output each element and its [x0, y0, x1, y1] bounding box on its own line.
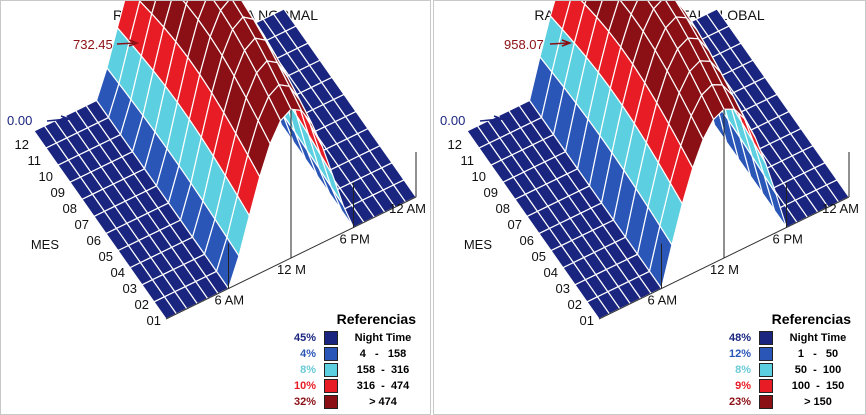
legend-swatch	[324, 331, 338, 345]
legend-item: 32% > 474	[282, 394, 420, 410]
legend-swatch	[324, 395, 338, 409]
legend: Referencias 48% Night Time 12% 1 - 50 8% 50 - …	[717, 311, 855, 410]
month-tick-label: 11	[461, 153, 475, 168]
legend-range: 100 - 150	[791, 380, 845, 392]
legend-item: 10% 316 - 474	[282, 378, 420, 394]
legend-item: 48% Night Time	[717, 330, 855, 346]
legend-percent: 48%	[728, 332, 751, 344]
max-arrow-icon	[116, 39, 140, 47]
legend: Referencias 45% Night Time 4% 4 - 158 8% 158 -…	[282, 311, 420, 410]
month-tick-label: 10	[472, 169, 486, 184]
y-axis-label: MES	[31, 237, 60, 252]
hour-tick-label: 6 AM	[648, 293, 678, 308]
month-tick-label: 01	[580, 313, 594, 328]
month-tick-label: 05	[532, 249, 546, 264]
legend-item: 45% Night Time	[282, 330, 420, 346]
legend-item: 12% 1 - 50	[717, 346, 855, 362]
legend-swatch	[324, 363, 338, 377]
hour-tick-label: 6 AM	[215, 293, 245, 308]
legend-item: 8% 158 - 316	[282, 362, 420, 378]
month-tick-label: 10	[39, 169, 53, 184]
legend-swatch	[324, 379, 338, 393]
legend-percent: 45%	[293, 332, 316, 344]
month-tick-label: 06	[87, 233, 101, 248]
max-value-label: 732.45	[73, 37, 113, 52]
month-tick-label: 12	[448, 137, 462, 152]
legend-percent: 23%	[728, 396, 751, 408]
hour-tick-label: 12 AM	[822, 201, 859, 216]
hour-tick-label: 6 PM	[340, 232, 370, 247]
legend-percent: 10%	[293, 380, 316, 392]
legend-range: > 474	[369, 396, 397, 408]
legend-swatch	[759, 331, 773, 345]
month-tick-label: 01	[147, 313, 161, 328]
legend-percent: 4%	[300, 348, 316, 360]
month-tick-label: 11	[28, 153, 42, 168]
legend-title: Referencias	[336, 311, 416, 327]
month-tick-label: 04	[111, 265, 125, 280]
hour-tick-label: 12 AM	[389, 201, 426, 216]
legend-swatch	[759, 347, 773, 361]
legend-percent: 12%	[728, 348, 751, 360]
month-tick-label: 08	[63, 201, 77, 216]
month-tick-label: 05	[99, 249, 113, 264]
min-arrow-icon	[46, 115, 72, 123]
min-arrow-icon	[479, 115, 505, 123]
month-tick-label: 07	[508, 217, 522, 232]
max-value-label: 958.07	[504, 37, 544, 52]
surface-plot: 6 AM 12 M 6 PM 12 AM 01020304050607080910111…	[440, 1, 859, 328]
legend-percent: 8%	[735, 364, 751, 376]
month-tick-label: 03	[556, 281, 570, 296]
legend-item: 9% 100 - 150	[717, 378, 855, 394]
month-tick-label: 09	[51, 185, 65, 200]
min-value-label: 0.00	[7, 113, 32, 128]
month-tick-label: 09	[484, 185, 498, 200]
max-arrow-icon	[549, 39, 573, 47]
month-tick-label: 12	[15, 137, 29, 152]
legend-percent: 8%	[300, 364, 316, 376]
legend-percent: 32%	[293, 396, 316, 408]
legend-range: > 150	[804, 396, 832, 408]
legend-swatch	[324, 347, 338, 361]
hour-tick-label: 12 M	[710, 262, 739, 277]
month-tick-label: 04	[544, 265, 558, 280]
legend-swatch	[759, 379, 773, 393]
surface-plot: 6 AM 12 M 6 PM 12 AM 01020304050607080910111…	[7, 1, 426, 328]
hour-tick-label: 6 PM	[773, 232, 803, 247]
legend-range: 1 - 50	[797, 348, 839, 360]
legend-range: 50 - 100	[794, 364, 842, 376]
month-tick-label: 07	[75, 217, 89, 232]
legend-swatch	[759, 395, 773, 409]
legend-range: 158 - 316	[356, 364, 410, 376]
legend-item: 4% 4 - 158	[282, 346, 420, 362]
y-axis-label: MES	[464, 237, 493, 252]
min-value-label: 0.00	[440, 113, 465, 128]
hour-tick-label: 12 M	[277, 262, 306, 277]
legend-title: Referencias	[771, 311, 851, 327]
month-tick-label: 06	[520, 233, 534, 248]
legend-percent: 9%	[735, 380, 751, 392]
legend-range: 316 - 474	[356, 380, 410, 392]
month-tick-label: 02	[568, 297, 582, 312]
legend-range: Night Time	[789, 332, 847, 344]
legend-item: 23% > 150	[717, 394, 855, 410]
legend-swatch	[759, 363, 773, 377]
legend-item: 8% 50 - 100	[717, 362, 855, 378]
month-tick-label: 03	[123, 281, 137, 296]
month-tick-label: 02	[135, 297, 149, 312]
legend-range: 4 - 158	[359, 348, 407, 360]
legend-range: Night Time	[354, 332, 412, 344]
month-tick-label: 08	[496, 201, 510, 216]
